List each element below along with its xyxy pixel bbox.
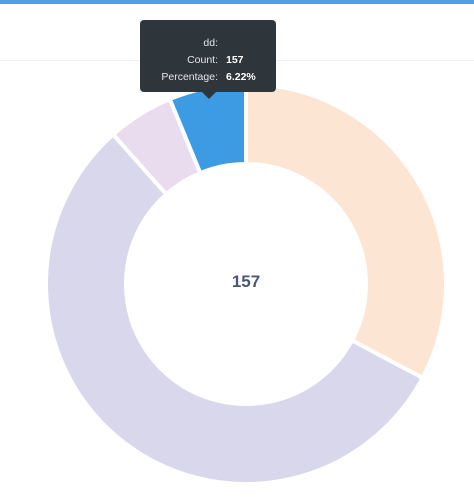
tooltip-value: 157 [226, 53, 244, 66]
tooltip-value: 6.22% [226, 70, 256, 83]
chart-tooltip: dd: Count: 157 Percentage: 6.22% [140, 20, 276, 99]
donut-center-value: 157 [231, 272, 261, 291]
top-accent-bar [0, 0, 474, 4]
tooltip-key: Percentage: [161, 70, 218, 83]
tooltip-row-percentage: Percentage: 6.22% [140, 68, 276, 85]
donut-slice-2[interactable] [44, 131, 426, 486]
tooltip-key: Count: [187, 53, 218, 66]
tooltip-row-count: Count: 157 [140, 51, 276, 68]
tooltip-title-row: dd: [140, 34, 276, 51]
tooltip-title: dd: [203, 36, 218, 49]
donut-slice-1[interactable] [244, 81, 448, 381]
